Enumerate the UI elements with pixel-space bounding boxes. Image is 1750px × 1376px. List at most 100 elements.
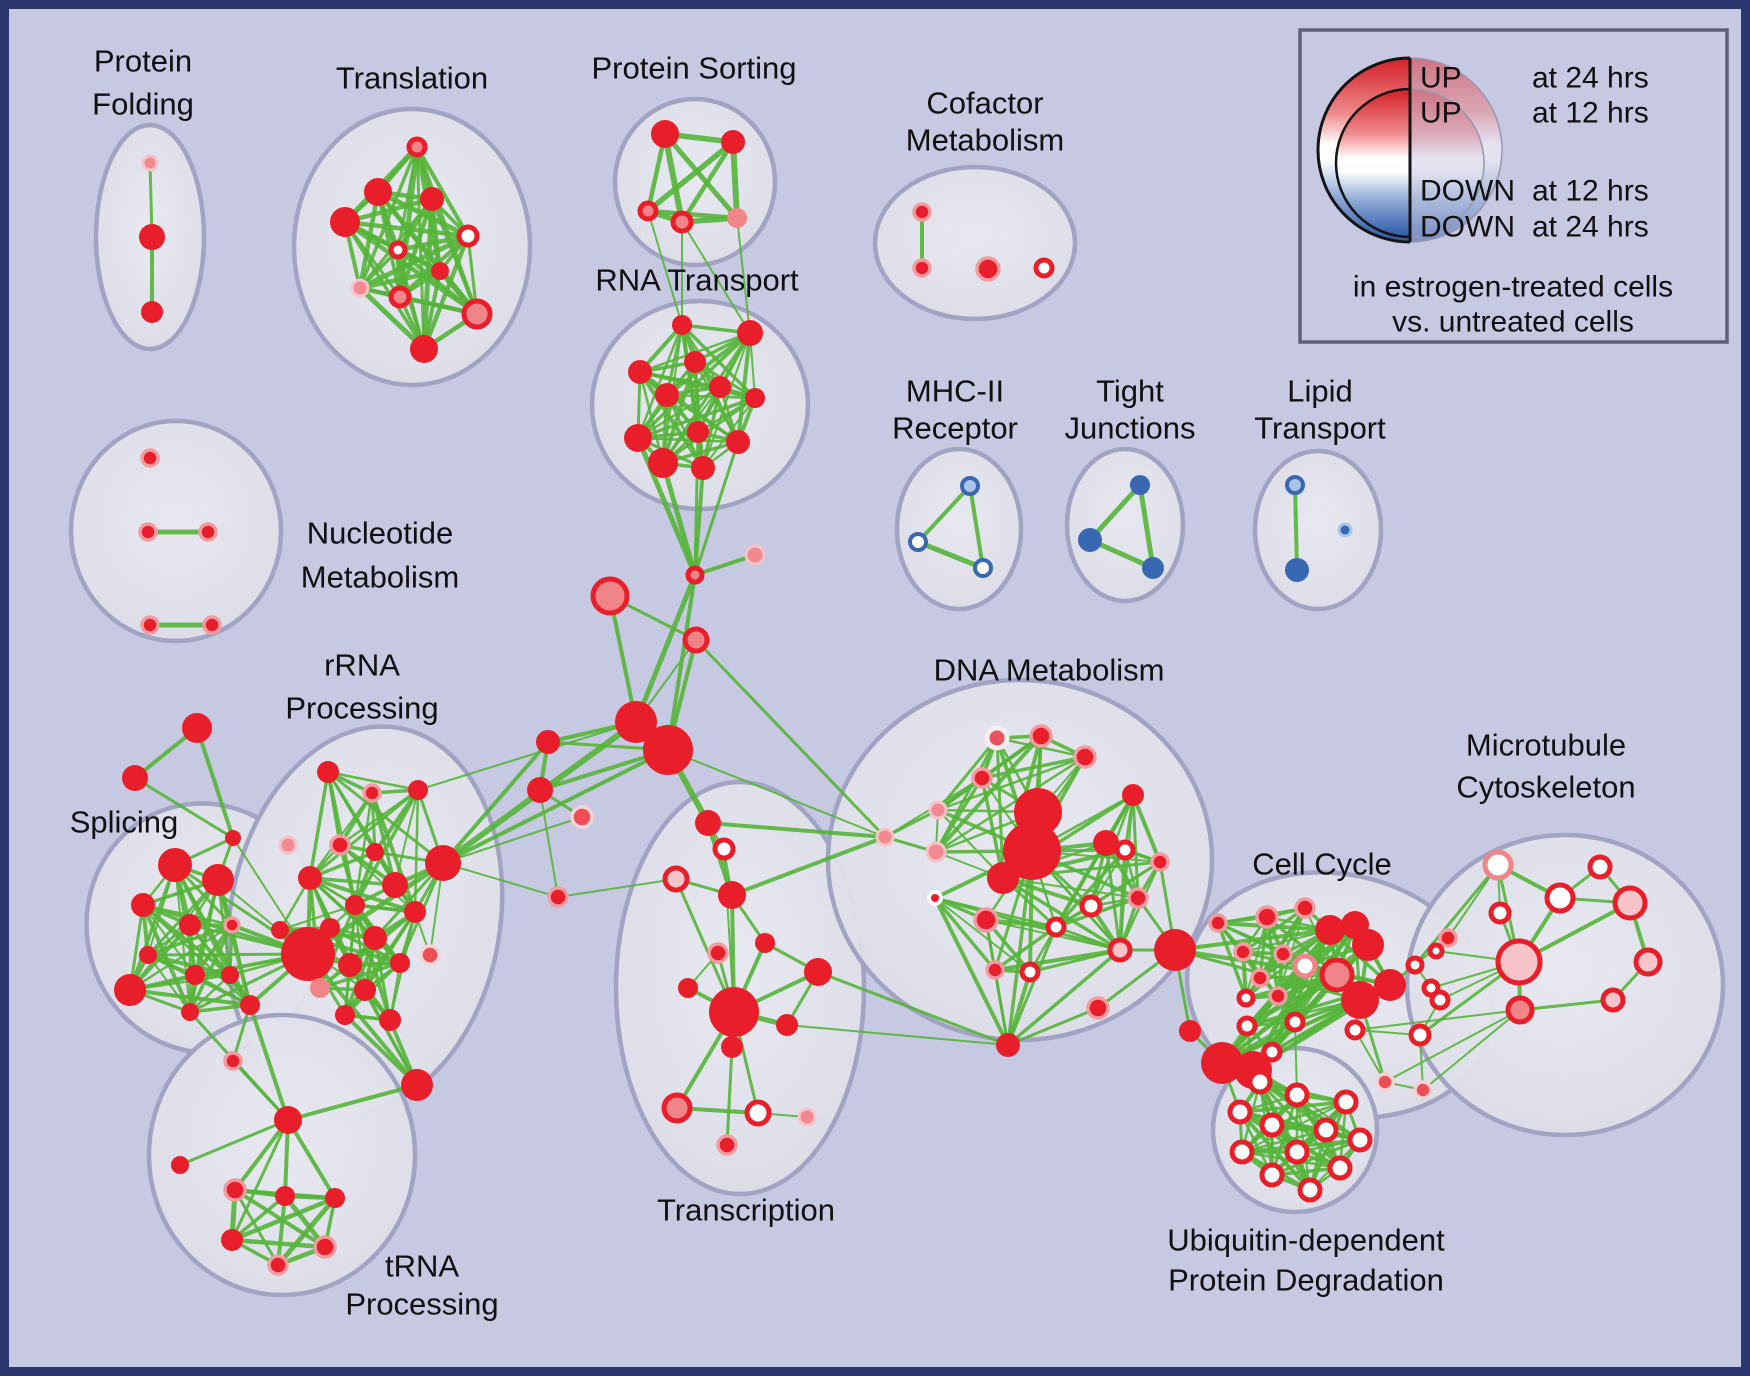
gene-node-103: [661, 1092, 693, 1124]
gene-node-44: [547, 886, 569, 908]
gene-node-47: [362, 783, 382, 803]
cluster-label-trna-processing-line0: tRNA: [385, 1249, 459, 1284]
network-edge: [357, 285, 427, 352]
gene-node-165: [1505, 995, 1535, 1025]
gene-node-102: [721, 1036, 743, 1058]
gene-node-68: [401, 1069, 433, 1101]
gene-node-99: [804, 958, 832, 986]
gene-node-7: [456, 224, 480, 248]
gene-node-151: [1236, 1015, 1258, 1037]
network-edge: [421, 233, 471, 352]
gene-node-70: [202, 864, 234, 896]
gene-node-118: [1150, 852, 1170, 872]
network-edge: [133, 776, 235, 840]
gene-node-194: [1285, 558, 1309, 582]
gene-node-124: [1127, 887, 1149, 909]
gene-node-74: [139, 946, 157, 964]
network-edge: [1104, 841, 1122, 952]
network-edge: [286, 1083, 419, 1122]
network-edge: [645, 139, 736, 214]
network-edge: [730, 139, 740, 221]
gene-node-85: [223, 1178, 247, 1202]
gene-node-41: [536, 730, 560, 754]
network-edge: [305, 860, 446, 957]
gene-node-193: [1285, 475, 1305, 495]
network-edge: [193, 973, 252, 1007]
gene-node-6: [330, 207, 360, 237]
gene-node-132: [1255, 905, 1279, 929]
gene-node-4: [364, 178, 392, 206]
network-edge: [417, 721, 637, 791]
network-edge: [430, 197, 479, 316]
cluster-label-trna-processing-line1: Processing: [345, 1287, 498, 1322]
network-edge: [968, 484, 985, 570]
gene-node-20: [912, 258, 932, 278]
network-edge: [1137, 482, 1156, 571]
gene-node-178: [1284, 1139, 1310, 1165]
gene-node-139: [1233, 942, 1253, 962]
network-edge: [816, 970, 1010, 1047]
gene-node-32: [726, 430, 750, 454]
cluster-ellipse-protein-sorting: [612, 96, 778, 268]
legend-box: [1298, 28, 1729, 344]
gene-node-167: [1612, 885, 1648, 921]
cluster-label-cofactor-metabolism-line0: Cofactor: [926, 86, 1043, 121]
network-edge: [1245, 916, 1268, 999]
gene-node-37: [590, 576, 630, 616]
network-edge: [230, 1118, 290, 1242]
gene-node-127: [985, 960, 1005, 980]
network-edge: [229, 1237, 328, 1250]
network-edge: [326, 770, 420, 792]
network-edge: [702, 397, 756, 469]
network-edge: [276, 1194, 287, 1267]
network-edge: [441, 740, 550, 865]
gene-node-43: [570, 805, 594, 829]
cluster-ellipse-lipid-transport: [1252, 448, 1384, 612]
gene-node-161: [1488, 901, 1512, 925]
network-edge: [681, 221, 751, 334]
network-edge: [442, 816, 583, 864]
cluster-ellipse-mhc-ii-receptor: [894, 446, 1024, 612]
gene-node-119: [925, 841, 947, 863]
network-edge: [934, 897, 1031, 973]
gene-node-149: [1284, 1011, 1306, 1033]
cluster-labels-layer: Protein Folding Translation Protein Sorting…: [70, 44, 1636, 1322]
network-edge: [980, 755, 1087, 780]
legend-up-12-time: at 12 hrs: [1532, 97, 1649, 130]
cluster-label-lipid-transport-line1: Transport: [1254, 411, 1386, 446]
gene-node-62: [390, 953, 410, 973]
gene-node-29: [745, 388, 765, 408]
gene-node-60: [281, 927, 335, 981]
network-edge: [1293, 483, 1299, 572]
gene-node-188: [908, 532, 928, 552]
gene-node-14: [651, 120, 679, 148]
network-edge: [725, 1045, 734, 1147]
network-edge: [636, 396, 757, 440]
gene-node-81: [182, 713, 212, 743]
gene-node-134: [1315, 915, 1345, 945]
gene-node-22: [1033, 257, 1055, 279]
cluster-label-microtubule-cytoskeleton-line1: Cytoskeleton: [1456, 770, 1635, 805]
network-edge: [1006, 849, 1034, 1047]
gene-node-141: [1250, 968, 1270, 988]
gene-node-82: [122, 765, 148, 791]
gene-node-27: [655, 383, 679, 407]
gene-node-95: [718, 881, 746, 909]
legend-note-line1: in estrogen-treated cells: [1353, 271, 1673, 304]
gene-node-31: [687, 421, 709, 443]
network-edge: [1002, 877, 1139, 899]
gene-node-121: [927, 890, 943, 906]
gene-node-91: [223, 1051, 243, 1071]
network-edge: [933, 896, 1010, 1047]
gene-node-175: [1313, 1117, 1339, 1143]
gene-node-162: [1427, 942, 1445, 960]
network-edge: [736, 331, 752, 444]
network-edge: [993, 968, 1010, 1047]
gene-node-192: [1142, 557, 1164, 579]
network-edge: [934, 755, 1087, 854]
gene-node-152: [1344, 1019, 1366, 1041]
gene-node-78: [240, 995, 260, 1015]
cluster-ellipse-cofactor-metabolism: [872, 164, 1078, 322]
network-edge: [146, 953, 232, 977]
